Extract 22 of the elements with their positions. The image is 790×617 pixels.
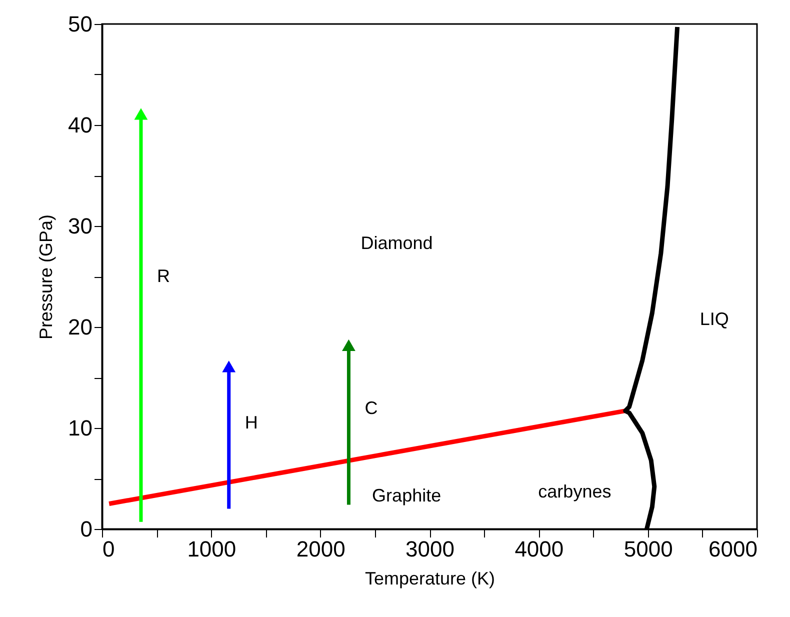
x-tick-label: 1000	[187, 536, 236, 562]
y-tick-label: 40	[68, 112, 92, 138]
x-tick-label: 3000	[406, 536, 454, 562]
annotation: Diamond	[360, 233, 433, 254]
y-tick-label: 0	[80, 516, 92, 542]
annotation: carbynes	[538, 482, 612, 502]
series-label: H	[244, 412, 258, 432]
y-axis-title: Pressure (GPa)	[36, 214, 56, 340]
x-tick-label: 6000	[708, 536, 758, 562]
x-tick-label: 2000	[296, 536, 346, 562]
y-tick-label: 20	[68, 314, 92, 340]
annotation: LIQ	[700, 308, 729, 329]
x-tick-label: 0	[102, 536, 115, 562]
x-axis-title: Temperature (K)	[364, 568, 496, 588]
y-tick-label: 50	[68, 12, 92, 36]
x-tick-label: 4000	[514, 536, 564, 562]
series-label: R	[156, 266, 170, 286]
series-label: C	[364, 398, 378, 418]
y-tick-label: 10	[68, 416, 92, 440]
x-tick-label: 5000	[624, 536, 673, 562]
y-tick-label: 30	[68, 214, 92, 238]
annotation: Graphite	[372, 486, 442, 506]
